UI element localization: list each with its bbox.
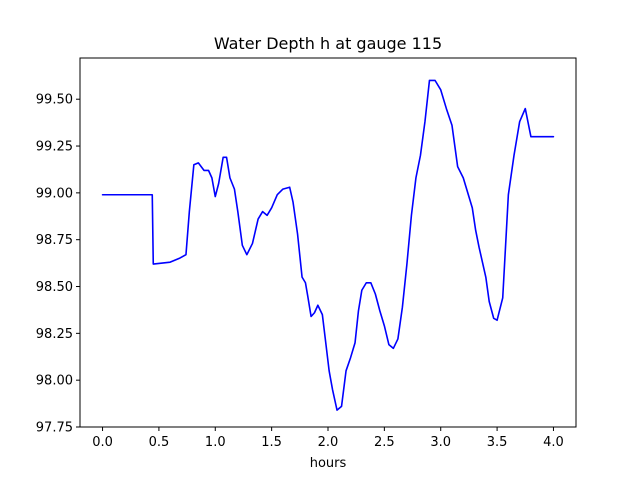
y-tick-label: 98.75 <box>36 233 73 248</box>
y-tick-label: 97.75 <box>36 421 73 436</box>
plot-frame <box>79 57 577 428</box>
y-tick-label: 98.25 <box>36 327 73 342</box>
x-tick-label: 1.0 <box>205 435 226 450</box>
x-tick-label: 3.0 <box>430 435 451 450</box>
series-line-0 <box>101 79 555 411</box>
y-tick-label: 98.00 <box>36 374 73 389</box>
x-tick-label: 4.0 <box>543 435 564 450</box>
chart-title: Water Depth h at gauge 115 <box>214 34 442 53</box>
y-tick-label: 99.00 <box>36 186 73 201</box>
y-tick-label: 99.25 <box>36 140 73 155</box>
x-axis: 0.0 0.5 1.0 1.5 2.0 2.5 3.0 3.5 4.0 <box>92 427 564 450</box>
x-tick-label: 0.5 <box>149 435 170 450</box>
x-tick-label: 2.5 <box>374 435 395 450</box>
x-axis-label: hours <box>310 456 347 471</box>
y-axis: 97.75 98.00 98.25 98.50 98.75 99.00 99.25 99.50 <box>36 93 80 436</box>
y-tick-label: 99.50 <box>36 93 73 108</box>
y-tick-label: 98.50 <box>36 280 73 295</box>
series-layer <box>101 79 555 411</box>
x-tick-label: 3.5 <box>487 435 508 450</box>
plot-area <box>79 57 577 428</box>
x-tick-label: 1.5 <box>261 435 282 450</box>
x-tick-label: 2.0 <box>318 435 339 450</box>
x-tick-label: 0.0 <box>92 435 113 450</box>
